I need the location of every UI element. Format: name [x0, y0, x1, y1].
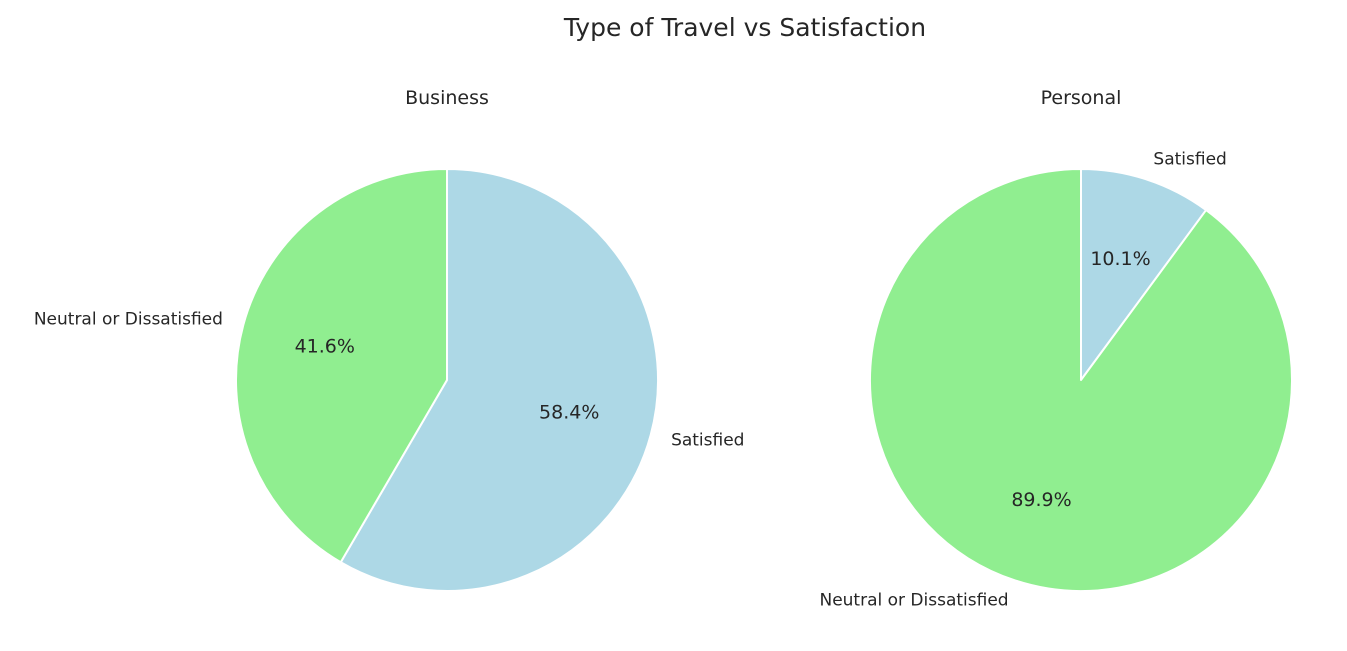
pie-slice-business-neutral-or-dissatisfied — [235, 168, 448, 564]
pie-chart-personal: Personal Satisfied 10.1% Neutral or Dissat… — [819, 87, 1293, 611]
pie-title-business: Business — [405, 87, 489, 109]
pct-label-business-satisfied: 58.4% — [539, 402, 599, 424]
figure-title: Type of Travel vs Satisfaction — [563, 13, 926, 42]
slice-label-business-neutral-or-dissatisfied: Neutral or Dissatisfied — [34, 309, 223, 329]
pie-slice-business-satisfied — [339, 168, 659, 592]
pct-label-business-neutral-or-dissatisfied: 41.6% — [295, 335, 355, 357]
pct-label-personal-neutral-or-dissatisfied: 89.9% — [1011, 489, 1071, 511]
slice-label-personal-neutral-or-dissatisfied: Neutral or Dissatisfied — [819, 591, 1008, 611]
pie-title-personal: Personal — [1041, 87, 1122, 109]
pie-slice-personal-neutral-or-dissatisfied — [869, 168, 1293, 592]
pie-chart-business: Business Satisfied 58.4% Neutral or Dissat… — [34, 87, 744, 592]
slice-label-personal-satisfied: Satisfied — [1153, 149, 1226, 169]
slice-label-business-satisfied: Satisfied — [671, 431, 744, 451]
pie-slice-personal-satisfied — [1080, 168, 1208, 381]
pct-label-personal-satisfied: 10.1% — [1090, 248, 1150, 270]
